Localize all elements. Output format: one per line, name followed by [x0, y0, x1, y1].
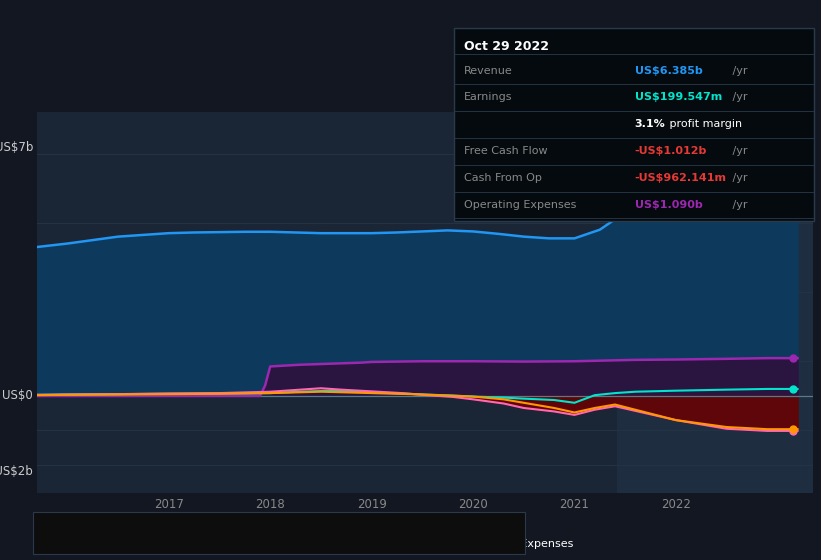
Bar	[617, 112, 813, 493]
Text: Free Cash Flow: Free Cash Flow	[464, 146, 548, 156]
Text: Operating Expenses: Operating Expenses	[464, 200, 576, 210]
Text: US$199.547m: US$199.547m	[635, 92, 722, 102]
Text: profit margin: profit margin	[666, 119, 742, 129]
Text: /yr: /yr	[729, 146, 748, 156]
Text: US$0: US$0	[2, 389, 33, 403]
Text: Revenue: Revenue	[464, 66, 512, 76]
Text: Earnings: Earnings	[464, 92, 512, 102]
Text: /yr: /yr	[729, 92, 748, 102]
Text: /yr: /yr	[729, 173, 748, 183]
Text: US$1.090b: US$1.090b	[635, 200, 703, 210]
Text: -US$962.141m: -US$962.141m	[635, 173, 727, 183]
Text: 3.1%: 3.1%	[635, 119, 665, 129]
Text: US$7b: US$7b	[0, 141, 33, 153]
Text: -US$2b: -US$2b	[0, 465, 33, 478]
Text: /yr: /yr	[729, 200, 748, 210]
Text: -US$1.012b: -US$1.012b	[635, 146, 707, 156]
Legend: Revenue, Earnings, Free Cash Flow, Cash From Op, Operating Expenses: Revenue, Earnings, Free Cash Flow, Cash …	[34, 535, 578, 554]
Text: Cash From Op: Cash From Op	[464, 173, 542, 183]
Text: /yr: /yr	[729, 66, 748, 76]
Text: US$6.385b: US$6.385b	[635, 66, 703, 76]
Text: Oct 29 2022: Oct 29 2022	[464, 40, 549, 53]
